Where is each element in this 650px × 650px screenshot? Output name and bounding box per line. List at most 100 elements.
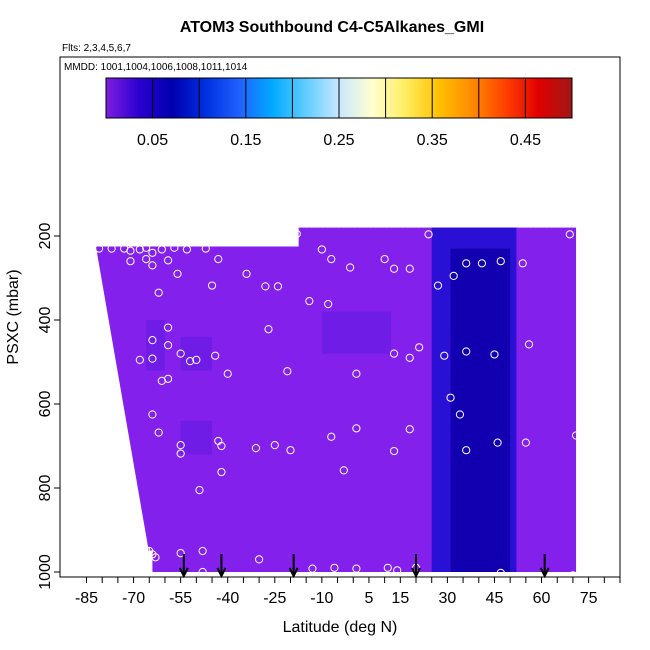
- y-axis-label: PSXC (mbar): [5, 269, 22, 364]
- field-column: [197, 246, 204, 572]
- field-column: [181, 246, 188, 572]
- field-column: [122, 246, 129, 572]
- x-tick-label: 30: [438, 590, 456, 607]
- observation-point: [261, 282, 270, 291]
- observation-point: [270, 441, 279, 450]
- observation-point: [308, 564, 317, 573]
- field-feature-2: [146, 320, 165, 371]
- observation-point: [305, 297, 314, 306]
- observation-point: [142, 255, 151, 264]
- y-tick-label: 200: [37, 223, 54, 250]
- field-column: [186, 246, 193, 572]
- field-column: [165, 246, 172, 572]
- field-column: [538, 227, 545, 572]
- field-feature-5: [321, 311, 391, 354]
- observation-point: [176, 349, 185, 358]
- observation-point: [154, 288, 163, 297]
- field-column: [159, 246, 166, 572]
- colorbar-tick-label: 0.15: [230, 132, 261, 149]
- plot-frame: [59, 56, 621, 578]
- observation-point: [327, 255, 336, 264]
- field-feature-3: [180, 336, 213, 371]
- field-column: [229, 246, 236, 572]
- field-column: [207, 246, 214, 572]
- observation-point: [163, 256, 173, 265]
- observation-point: [195, 486, 204, 495]
- field-column: [341, 227, 348, 572]
- x-tick-label: 60: [533, 590, 551, 607]
- observation-point: [518, 259, 527, 268]
- x-tick-label: -25: [263, 590, 286, 607]
- field-column: [362, 227, 369, 572]
- field-column: [378, 227, 385, 572]
- observation-point: [462, 446, 471, 455]
- field-column: [410, 227, 417, 572]
- observation-point: [327, 432, 336, 441]
- field-column: [384, 227, 390, 572]
- observation-point: [185, 357, 195, 366]
- y-tick-label: 1000: [37, 554, 54, 590]
- field-column: [335, 227, 342, 572]
- field-column: [416, 227, 422, 572]
- observation-point: [415, 343, 424, 352]
- field-column: [213, 246, 220, 572]
- field-column: [570, 227, 577, 572]
- field-column: [170, 246, 177, 572]
- x-axis-label: Latitude (deg N): [283, 619, 398, 636]
- observation-point: [389, 446, 399, 456]
- observation-point: [148, 354, 157, 363]
- field-column: [426, 227, 433, 572]
- observation-point: [380, 255, 389, 264]
- field-column: [218, 246, 225, 572]
- x-axis: -85 -70 -55 -40 -25 -10 5 15 30 45 60 75: [75, 577, 621, 607]
- observation-point: [324, 299, 333, 309]
- colorbar: [105, 77, 573, 119]
- observation-point: [458, 572, 468, 577]
- field-column: [357, 227, 364, 572]
- observation-point: [142, 546, 151, 555]
- colorbar-tick-label: 0.35: [417, 132, 448, 149]
- observation-point: [383, 563, 392, 572]
- observation-point: [286, 446, 295, 455]
- field-column: [255, 246, 262, 572]
- observation-point: [389, 349, 399, 358]
- flight-marker-head: [216, 567, 227, 579]
- field-feature-4: [180, 420, 213, 455]
- x-tick-label: -40: [216, 590, 239, 607]
- observation-point: [446, 393, 455, 402]
- field-mask-right: [576, 57, 620, 577]
- field-column: [549, 227, 556, 572]
- field-column: [287, 246, 294, 572]
- observation-point: [198, 567, 207, 577]
- observation-point: [176, 441, 185, 450]
- field-column: [239, 246, 246, 572]
- x-tick-label: 5: [364, 590, 373, 607]
- field-column: [266, 246, 273, 572]
- field-feature-1: [450, 248, 511, 572]
- x-tick-label: -70: [122, 590, 145, 607]
- field-column: [400, 227, 406, 572]
- observation-point: [157, 376, 166, 385]
- observation-point: [283, 367, 292, 376]
- y-axis: 200 400 600 800 1000: [37, 223, 60, 590]
- observation-point: [455, 410, 465, 419]
- x-tick-label: -55: [169, 590, 192, 607]
- observation-point: [170, 243, 179, 252]
- y-tick-label: 400: [37, 307, 54, 334]
- field-column: [309, 227, 316, 572]
- observation-point: [107, 244, 116, 253]
- observation-point: [148, 410, 157, 419]
- observation-point: [126, 257, 135, 266]
- field-column: [191, 246, 198, 572]
- observation-point: [405, 353, 414, 362]
- flight-marker-head: [178, 567, 189, 579]
- observation-point: [339, 466, 348, 475]
- observation-point: [292, 229, 301, 238]
- flight-marker-head: [539, 567, 550, 579]
- y-tick-label: 600: [37, 391, 54, 418]
- field-column: [282, 246, 289, 572]
- field-column: [367, 227, 374, 572]
- chart-subtitle-flights: Flts: 2,3,4,5,6,7: [62, 43, 131, 54]
- field-column: [250, 246, 257, 572]
